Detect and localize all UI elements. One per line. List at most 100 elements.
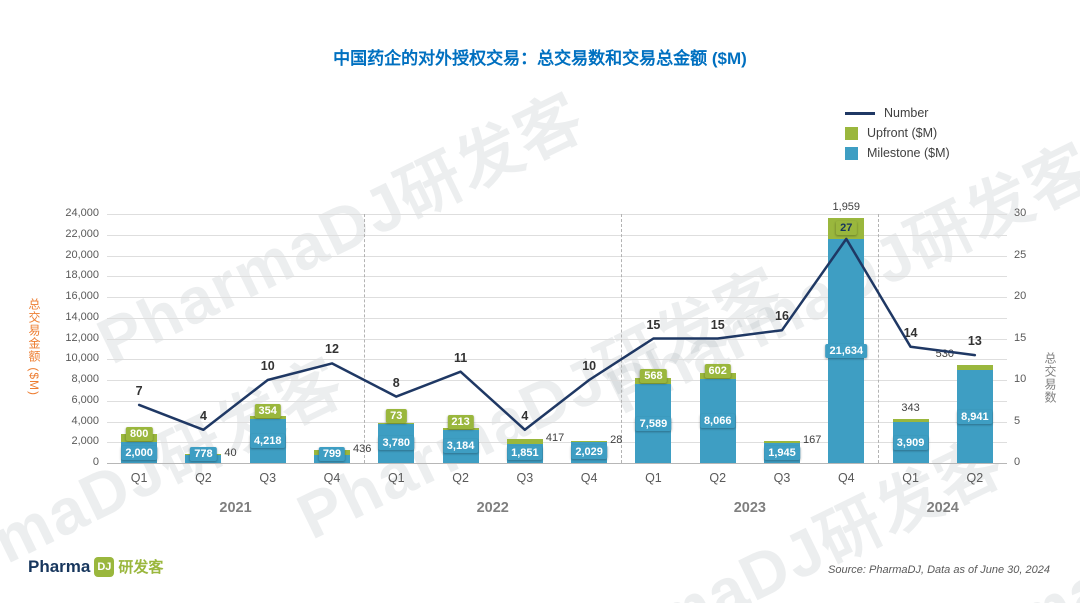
upfront-bar bbox=[764, 441, 800, 443]
legend: Number Upfront ($M) Milestone ($M) bbox=[845, 103, 950, 163]
milestone-value-label: 3,780 bbox=[378, 436, 415, 451]
number-value-label: 7 bbox=[135, 383, 143, 398]
left-axis-tick-label: 0 bbox=[92, 456, 99, 468]
x-axis-year-label: 2021 bbox=[219, 500, 252, 516]
left-axis-tick-label: 4,000 bbox=[71, 414, 99, 427]
number-value-label: 14 bbox=[903, 325, 918, 340]
milestone-value-label: 7,589 bbox=[635, 416, 672, 431]
upfront-swatch bbox=[845, 126, 858, 140]
year-separator-line bbox=[878, 214, 880, 463]
number-value-label: 15 bbox=[646, 317, 661, 332]
number-value-label: 10 bbox=[582, 359, 597, 373]
number-value-label: 13 bbox=[967, 334, 982, 349]
x-axis-quarter-label: Q4 bbox=[580, 471, 598, 485]
legend-item-upfront: Upfront ($M) bbox=[845, 123, 950, 143]
x-axis-year-label: 2024 bbox=[926, 500, 959, 516]
milestone-value-label: 1,945 bbox=[764, 445, 800, 460]
legend-item-number: Number bbox=[845, 103, 950, 123]
gridline bbox=[107, 234, 1007, 236]
left-axis-tick-label: 14,000 bbox=[65, 310, 99, 323]
right-axis-tick-label: 20 bbox=[1014, 290, 1027, 302]
number-value-label: 12 bbox=[325, 342, 339, 357]
x-axis-quarter-label: Q3 bbox=[259, 471, 277, 485]
x-axis-line bbox=[107, 463, 1007, 464]
gridline bbox=[107, 359, 1007, 361]
upfront-bar bbox=[506, 439, 543, 444]
gridline bbox=[107, 380, 1007, 381]
number-value-label: 4 bbox=[199, 408, 207, 423]
right-axis-tick-label: 15 bbox=[1014, 331, 1027, 344]
number-value-label: 4 bbox=[521, 408, 529, 423]
milestone-value-label: 1,851 bbox=[507, 446, 543, 461]
milestone-value-label: 21,634 bbox=[825, 343, 868, 358]
x-axis-quarter-label: Q1 bbox=[387, 471, 405, 485]
legend-item-milestone: Milestone ($M) bbox=[845, 143, 950, 163]
right-axis-tick-label: 5 bbox=[1014, 414, 1021, 427]
left-axis-tick-label: 2,000 bbox=[71, 435, 99, 448]
number-value-label: 10 bbox=[260, 359, 275, 373]
milestone-value-label: 3,184 bbox=[442, 439, 479, 454]
upfront-bar bbox=[571, 440, 608, 442]
gridline bbox=[107, 214, 1007, 215]
upfront-value-label: 28 bbox=[610, 433, 623, 446]
x-axis-quarter-label: Q1 bbox=[902, 471, 919, 485]
legend-label-upfront: Upfront ($M) bbox=[867, 126, 938, 140]
number-line bbox=[137, 237, 977, 432]
legend-label-number: Number bbox=[884, 106, 929, 120]
upfront-value-label: 800 bbox=[125, 427, 153, 442]
logo-text-pharma: Pharma bbox=[28, 556, 91, 576]
number-line-swatch bbox=[845, 111, 875, 115]
left-axis-tick-label: 16,000 bbox=[65, 290, 99, 302]
right-axis-tick-label: 10 bbox=[1014, 373, 1027, 385]
number-value-label: 15 bbox=[710, 317, 725, 332]
right-axis-tick-label: 0 bbox=[1014, 456, 1021, 468]
x-axis-quarter-label: Q2 bbox=[709, 471, 727, 485]
gridline bbox=[107, 255, 1007, 257]
right-axis-title: 总交易数 bbox=[1043, 352, 1057, 404]
left-axis-tick-label: 12,000 bbox=[65, 331, 99, 344]
source-note: Source: PharmaDJ, Data as of June 30, 20… bbox=[828, 564, 1050, 576]
upfront-value-label: 436 bbox=[353, 443, 372, 456]
x-axis-quarter-label: Q1 bbox=[645, 471, 662, 485]
x-axis-quarter-label: Q1 bbox=[130, 471, 148, 485]
milestone-value-label: 799 bbox=[318, 447, 346, 461]
milestone-value-label: 4,218 bbox=[249, 434, 286, 449]
upfront-value-label: 1,959 bbox=[832, 201, 861, 214]
upfront-bar bbox=[956, 364, 993, 371]
milestone-value-label: 8,941 bbox=[957, 409, 993, 424]
legend-label-milestone: Milestone ($M) bbox=[867, 146, 950, 160]
gridline bbox=[107, 297, 1007, 298]
left-axis-tick-label: 8,000 bbox=[71, 373, 99, 385]
gridline bbox=[107, 421, 1007, 423]
upfront-value-label: 343 bbox=[901, 401, 920, 414]
year-separator-line bbox=[621, 214, 623, 463]
upfront-value-label: 602 bbox=[704, 364, 731, 379]
logo-dj-badge: DJ bbox=[94, 556, 115, 577]
x-axis-quarter-label: Q4 bbox=[323, 471, 341, 485]
x-axis-quarter-label: Q3 bbox=[773, 471, 791, 485]
number-value-label: 16 bbox=[775, 309, 789, 324]
milestone-swatch bbox=[845, 146, 858, 160]
left-axis-tick-label: 24,000 bbox=[65, 207, 99, 219]
x-axis-year-label: 2022 bbox=[476, 500, 509, 516]
x-axis-quarter-label: Q3 bbox=[516, 471, 534, 485]
gridline bbox=[107, 317, 1007, 319]
year-separator-line bbox=[364, 214, 366, 463]
milestone-value-label: 2,029 bbox=[571, 445, 607, 460]
left-axis-title: 总交易金额 ($M) bbox=[27, 298, 41, 396]
upfront-value-label: 568 bbox=[640, 369, 667, 384]
upfront-value-label: 73 bbox=[386, 408, 407, 423]
x-axis-quarter-label: Q4 bbox=[837, 471, 855, 485]
milestone-value-label: 3,909 bbox=[892, 435, 929, 450]
gridline bbox=[107, 276, 1007, 278]
left-axis-tick-label: 20,000 bbox=[65, 248, 99, 261]
right-axis-tick-label: 30 bbox=[1014, 207, 1027, 219]
chart-title: 中国药企的对外授权交易：总交易数和交易总金额 ($M) bbox=[333, 49, 747, 68]
milestone-value-label: 8,066 bbox=[699, 414, 736, 429]
left-axis-tick-label: 6,000 bbox=[71, 393, 99, 406]
x-axis-quarter-label: Q2 bbox=[452, 471, 469, 485]
x-axis-quarter-label: Q2 bbox=[966, 471, 984, 485]
